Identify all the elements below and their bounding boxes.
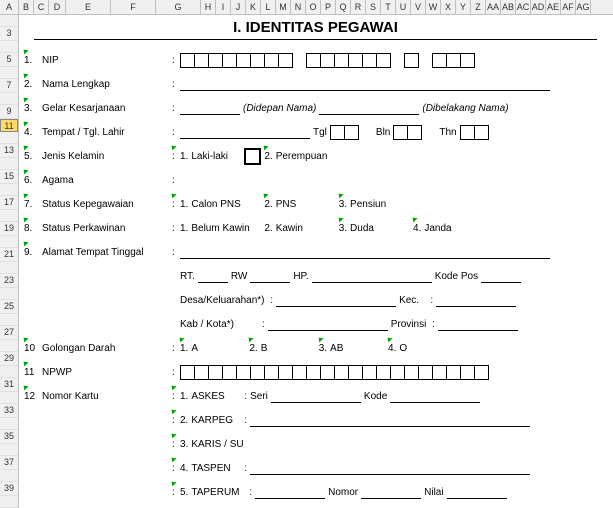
row-karis: : 3.KARIS / SU <box>24 432 607 456</box>
nip-boxes-4[interactable] <box>432 53 474 68</box>
row-nip: 1. NIP : <box>24 48 607 72</box>
row-taspen: : 4.TASPEN: <box>24 456 607 480</box>
worksheet: I. IDENTITAS PEGAWAI 1. NIP : 2. Nama Le… <box>18 17 613 504</box>
row-kartu: 12 Nomor Kartu : 1. ASKES: Seri Kode <box>24 384 607 408</box>
row-statkep: 7. Status Kepegawaian : 1. Calon PNS 2. … <box>24 192 607 216</box>
row-gelar: 3. Gelar Kesarjanaan : (Didepan Nama) (D… <box>24 96 607 120</box>
npwp-boxes[interactable] <box>180 365 488 380</box>
row-taperum: : 5. TAPERUM: Nomor Nilai <box>24 480 607 504</box>
nip-boxes-1[interactable] <box>180 53 292 68</box>
row-npwp: 11 NPWP : <box>24 360 607 384</box>
row-gol: 10 Golongan Darah : 1.A 2.B 3.AB 4.O <box>24 336 607 360</box>
row-numbers: 3579111315171921232527293133353739 <box>0 15 19 508</box>
row-addr2: Desa/Keluarahan*) : Kec. : <box>24 288 607 312</box>
form-title: I. IDENTITAS PEGAWAI <box>34 17 597 40</box>
row-nama: 2. Nama Lengkap : <box>24 72 607 96</box>
row-tempat: 4. Tempat / Tgl. Lahir : Tgl Bln Thn <box>24 120 607 144</box>
row-addr3: Kab / Kota*) : Provinsi : <box>24 312 607 336</box>
row-addr1: RT. RW HP. Kode Pos <box>24 264 607 288</box>
row-alamat: 9. Alamat Tempat Tinggal : <box>24 240 607 264</box>
row-jk: 5. Jenis Kelamin : 1. Laki-laki 2. Perem… <box>24 144 607 168</box>
row-agama: 6. Agama : <box>24 168 607 192</box>
row-karpeg: : 2.KARPEG: <box>24 408 607 432</box>
selected-cell[interactable] <box>244 148 261 165</box>
column-headers: ABCDEFGHIJKLMNOPQRSTUVWXYZAAABACADAEAFAG <box>0 0 613 15</box>
nama-field[interactable] <box>180 78 550 91</box>
row-statkaw: 8. Status Perkawinan : 1. Belum Kawin 2.… <box>24 216 607 240</box>
nip-boxes-3[interactable] <box>404 53 418 68</box>
nip-boxes-2[interactable] <box>306 53 390 68</box>
